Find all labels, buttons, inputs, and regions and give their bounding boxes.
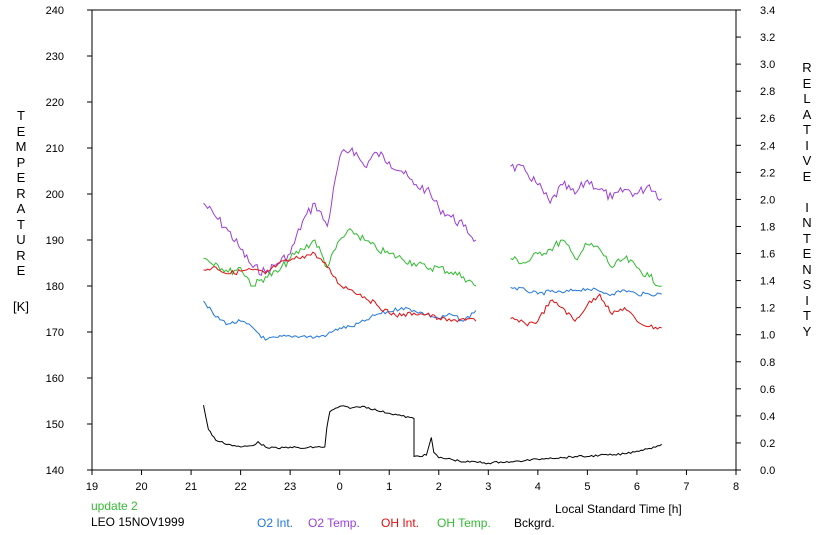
y-right-tick-label: 0.2 (760, 438, 775, 450)
y-right-tick-label: 2.2 (760, 167, 775, 179)
y-left-tick-label: 190 (46, 235, 64, 247)
series-line-o2-int (203, 300, 477, 341)
legend-oh-int: OH Int. (381, 516, 420, 530)
x-tick-label: 5 (584, 481, 590, 493)
series-line-bckgrd (203, 405, 662, 465)
x-tick-label: 0 (337, 481, 343, 493)
station-date-label: LEO 15NOV1999 (91, 515, 185, 529)
series-line-oh-int (510, 293, 662, 330)
series-lines (203, 146, 663, 465)
y-right-tick-label: 1.0 (760, 330, 775, 342)
y-left-tick-label: 220 (46, 97, 64, 109)
y-left-tick-label: 180 (46, 281, 64, 293)
y-right-tick-label: 2.4 (760, 140, 775, 152)
x-tick-label: 1 (386, 481, 392, 493)
y-right-tick-label: 3.0 (760, 59, 775, 71)
y-left-unit: [K] (13, 299, 29, 314)
series-line-oh-temp (203, 228, 477, 287)
y-right-tick-label: 1.8 (760, 221, 775, 233)
y-left-tick-label: 200 (46, 189, 64, 201)
x-tick-label: 23 (284, 481, 296, 493)
x-tick-label: 4 (535, 481, 541, 493)
y-right-tick-label: 0.6 (760, 384, 775, 396)
y-right-tick-label: 2.0 (760, 194, 775, 206)
series-line-oh-temp (510, 239, 662, 288)
x-tick-label: 21 (185, 481, 197, 493)
y-right-tick-label: 3.4 (760, 5, 775, 17)
y-left-tick-label: 140 (46, 465, 64, 477)
series-line-oh-int (203, 251, 477, 323)
update-label: update 2 (91, 499, 138, 513)
y-left-tick-label: 240 (46, 5, 64, 17)
series-line-o2-int (510, 286, 662, 297)
x-tick-label: 7 (683, 481, 689, 493)
y-right-title: R E L A T I V E I N T E N S I T Y (802, 60, 812, 339)
legend-o2-temp: O2 Temp. (308, 516, 360, 530)
y-right-tick-label: 1.4 (760, 276, 775, 288)
y-left-tick-label: 210 (46, 143, 64, 155)
x-tick-label: 20 (135, 481, 147, 493)
axis-ticks: 19 20 21 22 23 0 1 2 3 4 5 6 7 8140150160170180190200… (46, 5, 776, 493)
y-left-title: T E M P E R A T U R E (15, 108, 27, 278)
y-right-tick-label: 0.8 (760, 357, 775, 369)
y-right-tick-label: 0.4 (760, 411, 775, 423)
x-tick-label: 22 (234, 481, 246, 493)
legend-o2-int: O2 Int. (257, 516, 294, 530)
y-left-tick-label: 230 (46, 51, 64, 63)
y-right-tick-label: 0.0 (760, 465, 775, 477)
x-axis-title: Local Standard Time [h] (555, 502, 682, 516)
plot-frame (91, 9, 737, 471)
legend-bckgrd: Bckgrd. (514, 516, 555, 530)
x-tick-label: 19 (86, 481, 98, 493)
x-tick-label: 2 (436, 481, 442, 493)
legend-oh-temp: OH Temp. (437, 516, 491, 530)
x-tick-label: 6 (634, 481, 640, 493)
x-tick-label: 8 (733, 481, 739, 493)
y-right-tick-label: 3.2 (760, 32, 775, 44)
y-left-tick-label: 160 (46, 373, 64, 385)
y-right-tick-label: 2.6 (760, 113, 775, 125)
y-left-tick-label: 150 (46, 419, 64, 431)
series-line-o2-temp (203, 146, 477, 277)
y-right-tick-label: 1.2 (760, 303, 775, 315)
series-line-o2-temp (510, 163, 663, 205)
y-right-tick-label: 1.6 (760, 249, 775, 261)
y-left-tick-label: 170 (46, 327, 64, 339)
y-right-tick-label: 2.8 (760, 86, 775, 98)
x-tick-label: 3 (485, 481, 491, 493)
